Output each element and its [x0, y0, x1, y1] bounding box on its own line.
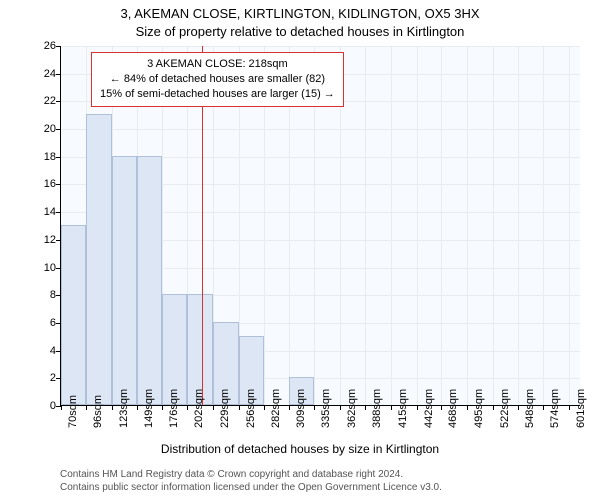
xtick-label: 202sqm [193, 414, 205, 428]
histogram-bar [112, 156, 137, 405]
xtick-mark [569, 405, 570, 410]
xtick-mark [467, 405, 468, 410]
annotation-line3: 15% of semi-detached houses are larger (… [100, 87, 335, 102]
xtick-mark [187, 405, 188, 410]
ytick-label: 14 [26, 207, 56, 218]
xtick-mark [365, 405, 366, 410]
footer-line1: Contains HM Land Registry data © Crown c… [60, 468, 442, 481]
xtick-mark [264, 405, 265, 410]
ytick-mark [56, 157, 61, 158]
gridline-v [543, 46, 544, 405]
chart-title-address: 3, AKEMAN CLOSE, KIRTLINGTON, KIDLINGTON… [0, 6, 600, 21]
ytick-label: 22 [26, 96, 56, 107]
ytick-label: 10 [26, 263, 56, 274]
gridline-v [569, 46, 570, 405]
ytick-label: 2 [26, 373, 56, 384]
xtick-label: 362sqm [346, 414, 358, 428]
ytick-label: 12 [26, 235, 56, 246]
gridline-v [391, 46, 392, 405]
footer-line2: Contains public sector information licen… [60, 481, 442, 494]
xtick-label: 468sqm [447, 414, 459, 428]
xtick-label: 96sqm [92, 414, 104, 428]
xtick-mark [239, 405, 240, 410]
ytick-mark [56, 212, 61, 213]
gridline-h [61, 46, 580, 47]
xtick-label: 548sqm [524, 414, 536, 428]
ytick-mark [56, 46, 61, 47]
xtick-mark [543, 405, 544, 410]
ytick-label: 20 [26, 124, 56, 135]
xtick-label: 282sqm [270, 414, 282, 428]
ytick-label: 26 [26, 41, 56, 52]
xtick-label: 601sqm [575, 414, 587, 428]
gridline-h [61, 129, 580, 130]
ytick-label: 4 [26, 346, 56, 357]
xtick-mark [417, 405, 418, 410]
ytick-label: 16 [26, 179, 56, 190]
ytick-mark [56, 129, 61, 130]
xtick-mark [137, 405, 138, 410]
xtick-mark [518, 405, 519, 410]
xtick-mark [86, 405, 87, 410]
y-axis-label-wrap: Number of detached properties [0, 46, 20, 406]
ytick-label: 6 [26, 318, 56, 329]
x-axis-label: Distribution of detached houses by size … [0, 442, 600, 456]
gridline-v [417, 46, 418, 405]
ytick-label: 24 [26, 69, 56, 80]
xtick-label: 522sqm [499, 414, 511, 428]
xtick-label: 388sqm [371, 414, 383, 428]
xtick-label: 70sqm [67, 414, 79, 428]
xtick-mark [112, 405, 113, 410]
chart-subtitle: Size of property relative to detached ho… [0, 24, 600, 39]
gridline-v [365, 46, 366, 405]
chart-footer: Contains HM Land Registry data © Crown c… [60, 468, 442, 494]
ytick-mark [56, 184, 61, 185]
ytick-mark [56, 74, 61, 75]
xtick-label: 176sqm [168, 414, 180, 428]
ytick-label: 18 [26, 152, 56, 163]
xtick-label: 309sqm [295, 414, 307, 428]
xtick-mark [314, 405, 315, 410]
xtick-label: 442sqm [423, 414, 435, 428]
annotation-line2: ← 84% of detached houses are smaller (82… [100, 72, 335, 87]
xtick-label: 335sqm [320, 414, 332, 428]
xtick-mark [213, 405, 214, 410]
gridline-v [467, 46, 468, 405]
xtick-label: 123sqm [118, 414, 130, 428]
xtick-mark [391, 405, 392, 410]
histogram-bar [86, 114, 112, 405]
annotation-box: 3 AKEMAN CLOSE: 218sqm ← 84% of detached… [91, 52, 344, 107]
xtick-label: 229sqm [219, 414, 231, 428]
ytick-label: 0 [26, 401, 56, 412]
xtick-label: 415sqm [397, 414, 409, 428]
chart-container: 3, AKEMAN CLOSE, KIRTLINGTON, KIDLINGTON… [0, 0, 600, 500]
xtick-mark [61, 405, 62, 410]
histogram-bar [61, 225, 86, 405]
xtick-label: 149sqm [143, 414, 155, 428]
annotation-line1: 3 AKEMAN CLOSE: 218sqm [100, 57, 335, 72]
gridline-v [518, 46, 519, 405]
xtick-label: 495sqm [473, 414, 485, 428]
gridline-v [493, 46, 494, 405]
xtick-mark [441, 405, 442, 410]
gridline-v [441, 46, 442, 405]
xtick-mark [289, 405, 290, 410]
plot-area: 3 AKEMAN CLOSE: 218sqm ← 84% of detached… [60, 46, 580, 406]
xtick-mark [162, 405, 163, 410]
xtick-mark [340, 405, 341, 410]
xtick-label: 256sqm [245, 414, 257, 428]
ytick-label: 8 [26, 290, 56, 301]
histogram-bar [137, 156, 163, 405]
xtick-mark [493, 405, 494, 410]
ytick-mark [56, 101, 61, 102]
xtick-label: 574sqm [549, 414, 561, 428]
